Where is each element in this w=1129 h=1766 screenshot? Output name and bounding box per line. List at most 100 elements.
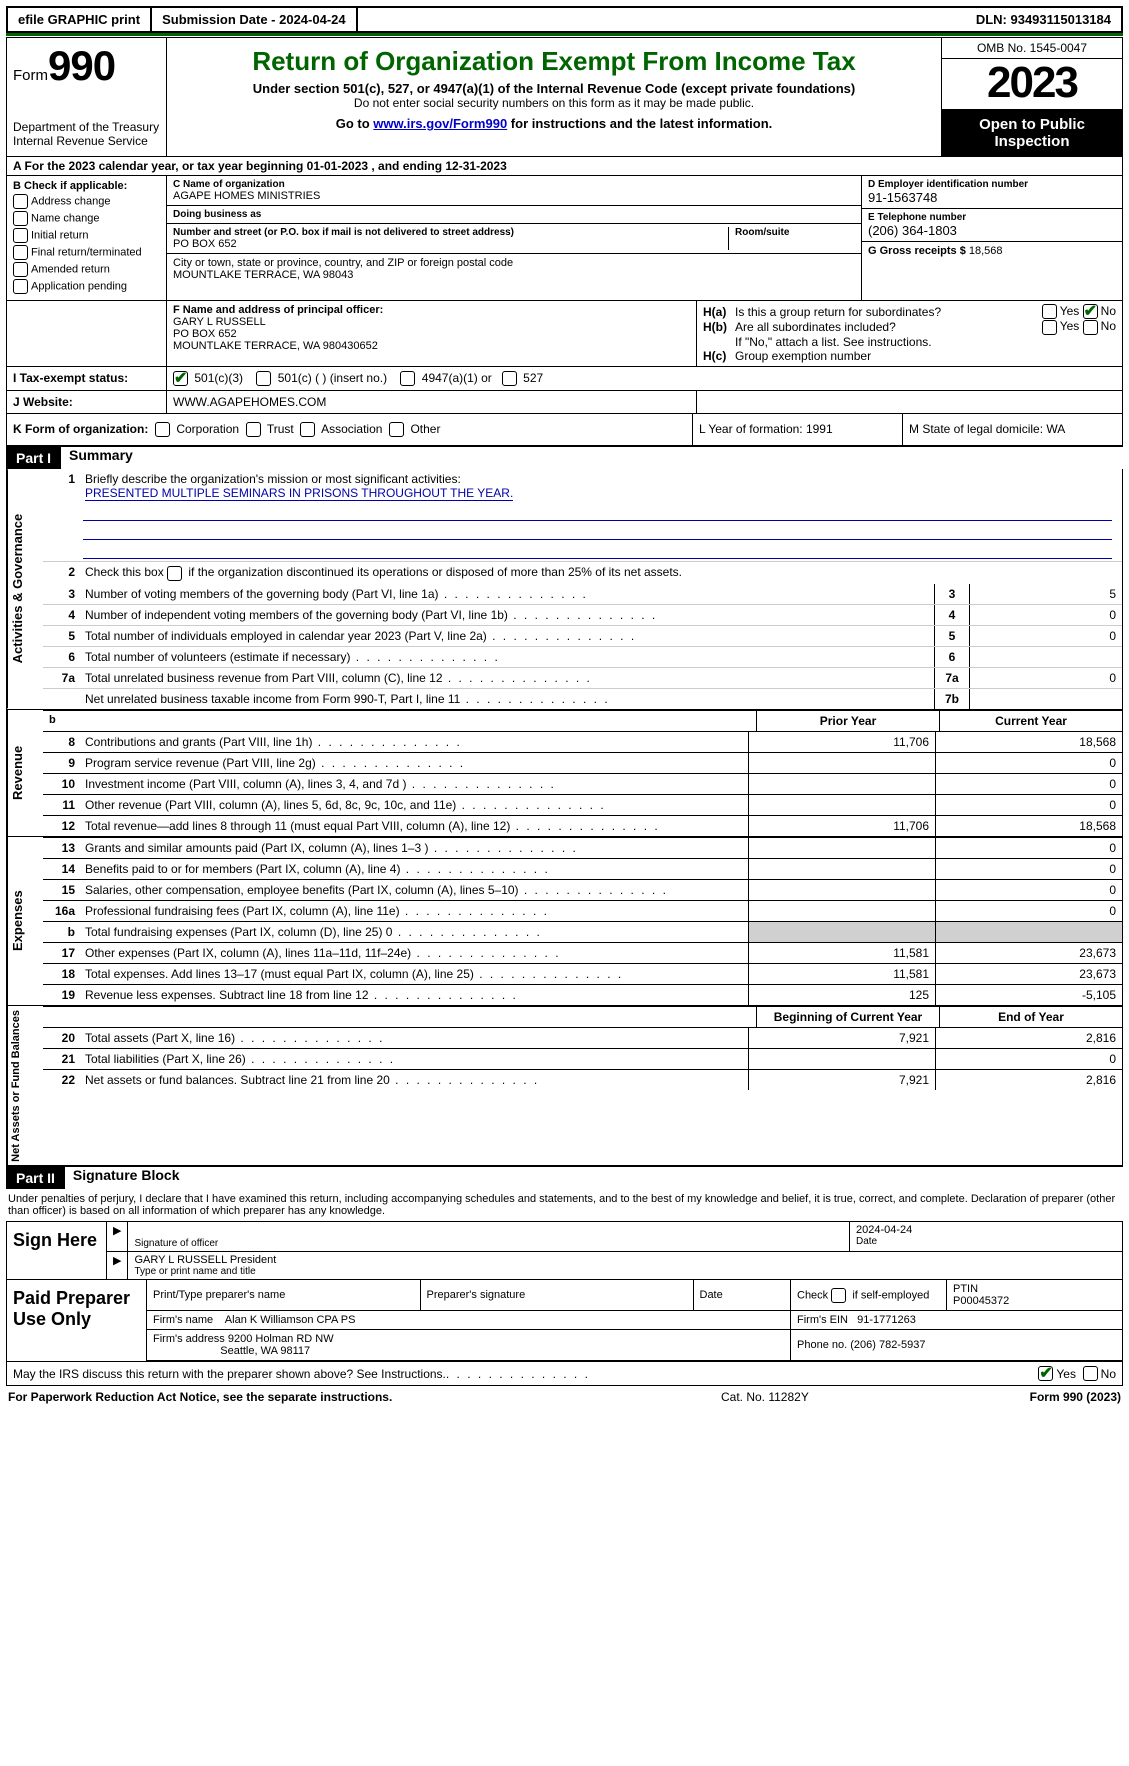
- ein-label: D Employer identification number: [868, 179, 1116, 190]
- go-suffix: for instructions and the latest informat…: [507, 116, 772, 131]
- line-num: 12: [43, 816, 81, 836]
- current-year-value: 0: [935, 859, 1122, 879]
- officer-sig-label: Signature of officer: [134, 1238, 843, 1249]
- current-year-value: 2,816: [935, 1028, 1122, 1048]
- street-label: Number and street (or P.O. box if mail i…: [173, 227, 728, 238]
- form-number: 990: [48, 42, 115, 89]
- line-box: 3: [934, 584, 969, 604]
- vlabel-net-assets: Net Assets or Fund Balances: [7, 1006, 43, 1166]
- ha-yes[interactable]: [1042, 304, 1057, 319]
- chk-application-pending[interactable]: [13, 279, 28, 294]
- dln: DLN: 93493115013184: [966, 8, 1121, 31]
- chk-other[interactable]: [389, 422, 404, 437]
- box-b-title: B Check if applicable:: [13, 180, 160, 192]
- part-ii-bar: Part II Signature Block: [6, 1166, 1123, 1189]
- chk-corp[interactable]: [155, 422, 170, 437]
- prep-selfemp: Check if self-employed: [791, 1280, 947, 1311]
- chk-discontinued[interactable]: [167, 566, 182, 581]
- line-num: 20: [43, 1028, 81, 1048]
- gross-receipts-value: 18,568: [969, 245, 1003, 257]
- section-governance: Activities & Governance 1 Briefly descri…: [6, 469, 1123, 709]
- current-year-value: -5,105: [935, 985, 1122, 1005]
- phone-label: E Telephone number: [868, 212, 1116, 223]
- submission-date-value: 2024-04-24: [279, 12, 346, 27]
- hdr-prior-year: Prior Year: [757, 711, 939, 731]
- line-text: Total assets (Part X, line 16): [81, 1028, 748, 1048]
- row-j: J Website: WWW.AGAPEHOMES.COM: [6, 391, 1123, 414]
- efile-print-button[interactable]: efile GRAPHIC print: [8, 8, 152, 31]
- prep-date-hdr: Date: [693, 1280, 791, 1311]
- cat-no: Cat. No. 11282Y: [721, 1390, 921, 1404]
- sign-here-block: Sign Here ▶ Signature of officer 2024-04…: [6, 1221, 1123, 1280]
- website-label: J Website:: [7, 391, 167, 413]
- dln-value: 93493115013184: [1010, 12, 1111, 27]
- hb-label: H(b): [703, 320, 735, 334]
- ha-no-lbl: No: [1101, 304, 1116, 318]
- chk-501c[interactable]: [256, 371, 271, 386]
- form-meta-block: OMB No. 1545-0047 2023 Open to Public In…: [942, 38, 1122, 156]
- discuss-no[interactable]: [1083, 1366, 1098, 1381]
- hdr-begin-year: Beginning of Current Year: [757, 1007, 939, 1027]
- hb-no[interactable]: [1083, 320, 1098, 335]
- line-text: Salaries, other compensation, employee b…: [81, 880, 748, 900]
- current-year-value: 18,568: [935, 816, 1122, 836]
- chk-initial-return[interactable]: [13, 228, 28, 243]
- line-text: Total liabilities (Part X, line 26): [81, 1049, 748, 1069]
- chk-name-change[interactable]: [13, 211, 28, 226]
- line-num: 18: [43, 964, 81, 984]
- sign-date: 2024-04-24: [856, 1224, 1116, 1236]
- line-box: 7b: [934, 689, 969, 709]
- chk-assoc[interactable]: [300, 422, 315, 437]
- top-toolbar: efile GRAPHIC print Submission Date - 20…: [6, 6, 1123, 33]
- chk-501c3[interactable]: [173, 371, 188, 386]
- chk-4947[interactable]: [400, 371, 415, 386]
- line-num: 17: [43, 943, 81, 963]
- line-num: 3: [43, 584, 81, 604]
- current-year-value: 23,673: [935, 943, 1122, 963]
- lbl-trust: Trust: [267, 422, 294, 436]
- line-box: 7a: [934, 668, 969, 688]
- accent-rule: [6, 33, 1123, 36]
- open-to-public: Open to Public Inspection: [942, 110, 1122, 156]
- hb-yes-lbl: Yes: [1060, 319, 1080, 333]
- row-fh: F Name and address of principal officer:…: [6, 301, 1123, 367]
- line-value: 0: [969, 626, 1122, 646]
- lbl-527: 527: [523, 371, 543, 385]
- discuss-text: May the IRS discuss this return with the…: [13, 1367, 446, 1381]
- page-footer: For Paperwork Reduction Act Notice, see …: [6, 1386, 1123, 1408]
- line-num: 6: [43, 647, 81, 667]
- prior-year-value: [748, 838, 935, 858]
- mission-text: PRESENTED MULTIPLE SEMINARS IN PRISONS T…: [85, 486, 513, 501]
- hb-yes[interactable]: [1042, 320, 1057, 335]
- line-text: Net unrelated business taxable income fr…: [81, 689, 934, 709]
- vlabel-revenue: Revenue: [7, 710, 43, 836]
- chk-self-employed[interactable]: [831, 1288, 846, 1303]
- paperwork-notice: For Paperwork Reduction Act Notice, see …: [8, 1390, 721, 1404]
- discuss-yes[interactable]: [1038, 1366, 1053, 1381]
- chk-527[interactable]: [502, 371, 517, 386]
- mission-label: Briefly describe the organization's miss…: [85, 472, 461, 486]
- prior-year-value: 11,706: [748, 732, 935, 752]
- line1-text: Briefly describe the organization's miss…: [81, 469, 1122, 504]
- instructions-link[interactable]: www.irs.gov/Form990: [373, 116, 507, 131]
- line-num: 4: [43, 605, 81, 625]
- ha-no[interactable]: [1083, 304, 1098, 319]
- lbl-final-return: Final return/terminated: [31, 246, 142, 258]
- line-value: 5: [969, 584, 1122, 604]
- line-num: 13: [43, 838, 81, 858]
- chk-trust[interactable]: [246, 422, 261, 437]
- part-ii-tag: Part II: [6, 1167, 65, 1189]
- chk-amended-return[interactable]: [13, 262, 28, 277]
- line-text: Net assets or fund balances. Subtract li…: [81, 1070, 748, 1090]
- prior-year-value: [748, 880, 935, 900]
- officer-name: GARY L RUSSELL: [173, 316, 690, 328]
- dln-label: DLN:: [976, 12, 1011, 27]
- chk-final-return[interactable]: [13, 245, 28, 260]
- year-formation: L Year of formation: 1991: [692, 414, 902, 445]
- go-prefix: Go to: [336, 116, 374, 131]
- line-value: 0: [969, 605, 1122, 625]
- box-b: B Check if applicable: Address change Na…: [7, 176, 167, 300]
- chk-address-change[interactable]: [13, 194, 28, 209]
- line-box: 4: [934, 605, 969, 625]
- prior-year-value: [748, 901, 935, 921]
